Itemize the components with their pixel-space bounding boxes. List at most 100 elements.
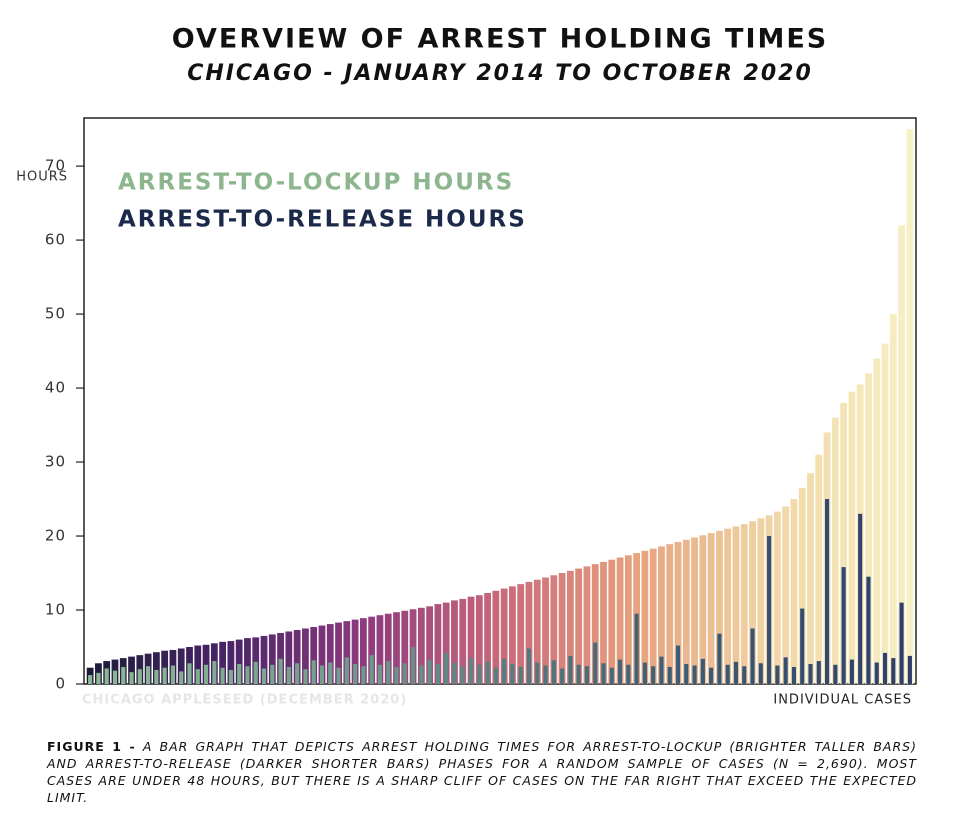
release-bar: [427, 659, 432, 684]
lockup-bar: [152, 652, 160, 684]
lockup-bar: [848, 391, 856, 684]
lockup-bar: [161, 650, 169, 684]
release-bar: [891, 658, 896, 684]
source-note: CHICAGO APPLESEED (DECEMBER 2020): [82, 693, 407, 708]
release-bar: [899, 602, 904, 684]
lockup-bar: [451, 600, 458, 684]
lockup-bar: [674, 541, 682, 684]
lockup-bar: [492, 590, 500, 684]
release-bar: [725, 664, 730, 684]
release-bar: [477, 664, 482, 684]
lockup-bar: [641, 550, 649, 684]
release-bar: [568, 655, 573, 684]
release-bar: [270, 664, 275, 684]
release-bar: [88, 675, 93, 684]
release-bar: [220, 667, 225, 684]
release-bar: [675, 645, 681, 684]
release-bar: [742, 666, 747, 684]
lockup-bar: [194, 645, 202, 684]
release-bar: [444, 652, 449, 684]
release-bar: [733, 661, 739, 684]
release-bar: [435, 664, 440, 684]
lockup-bar: [376, 615, 384, 684]
lockup-bar: [475, 595, 483, 684]
lockup-bar: [252, 637, 260, 684]
release-bar: [543, 665, 548, 684]
lockup-bar: [707, 533, 715, 684]
release-bar: [651, 666, 656, 684]
lockup-bar: [525, 581, 533, 684]
lockup-bar: [417, 607, 425, 684]
lockup-bar: [235, 639, 243, 684]
lockup-bar: [889, 314, 897, 684]
lockup-bar: [177, 648, 185, 684]
lockup-bar: [782, 506, 790, 684]
release-bar: [518, 666, 523, 684]
release-bar: [907, 655, 912, 684]
lockup-bar: [616, 557, 624, 684]
lockup-bar: [517, 584, 525, 684]
release-bar: [584, 666, 590, 684]
lockup-bar: [442, 602, 450, 684]
release-bar: [758, 663, 763, 684]
lockup-bar: [310, 627, 318, 684]
lockup-bar: [798, 487, 806, 684]
release-bar: [112, 670, 118, 684]
release-bar: [560, 668, 565, 684]
lockup-bar: [699, 535, 707, 684]
lockup-bar: [550, 575, 558, 684]
lockup-bar: [293, 629, 301, 684]
y-tick-label: 70: [45, 157, 66, 175]
lockup-bar: [260, 635, 268, 684]
release-bar: [121, 666, 126, 684]
lockup-bar: [624, 555, 632, 684]
lockup-bar: [773, 511, 781, 684]
lockup-bar: [831, 417, 839, 684]
release-bar: [510, 664, 515, 684]
lockup-bar: [658, 546, 665, 684]
release-bar: [104, 668, 109, 684]
lockup-bar: [219, 641, 227, 684]
release-bar: [593, 642, 598, 684]
release-bar: [767, 536, 772, 684]
release-bar: [841, 567, 846, 684]
release-bar: [303, 669, 308, 684]
lockup-bar: [682, 539, 690, 684]
lockup-bar: [898, 225, 905, 684]
lockup-bar: [426, 606, 434, 684]
release-bar: [419, 665, 424, 684]
y-tick-label: 40: [45, 379, 66, 397]
release-bar: [551, 660, 556, 684]
release-bar: [353, 664, 358, 684]
release-bar: [485, 661, 490, 684]
release-bar: [319, 665, 325, 684]
lockup-bar: [716, 530, 723, 684]
lockup-bar: [724, 528, 732, 684]
lockup-bar: [591, 564, 599, 684]
release-bar: [328, 662, 333, 684]
release-bar: [203, 664, 209, 684]
lockup-bar: [757, 518, 765, 684]
release-bar: [394, 666, 399, 684]
release-bar: [170, 665, 176, 684]
release-bar: [634, 613, 639, 684]
lockup-bar: [244, 638, 251, 684]
lockup-bar: [732, 526, 740, 684]
y-tick-label: 60: [45, 231, 66, 249]
chart-subtitle: CHICAGO - JANUARY 2014 TO OCTOBER 2020: [187, 61, 813, 86]
y-axis-label: HOURS: [16, 170, 68, 185]
release-bar: [129, 672, 134, 684]
release-bar: [468, 658, 474, 684]
release-bar: [361, 666, 366, 684]
caption-label: FIGURE 1 -: [47, 739, 136, 754]
lockup-bar: [533, 579, 541, 684]
release-bar: [237, 664, 242, 684]
lockup-bar: [484, 592, 491, 684]
release-bar: [849, 659, 854, 684]
lockup-bar: [840, 402, 848, 684]
release-bar: [626, 664, 631, 684]
lockup-bar: [600, 561, 607, 684]
release-bar: [154, 669, 159, 684]
release-bar: [377, 664, 383, 684]
y-tick-label: 0: [55, 675, 66, 693]
